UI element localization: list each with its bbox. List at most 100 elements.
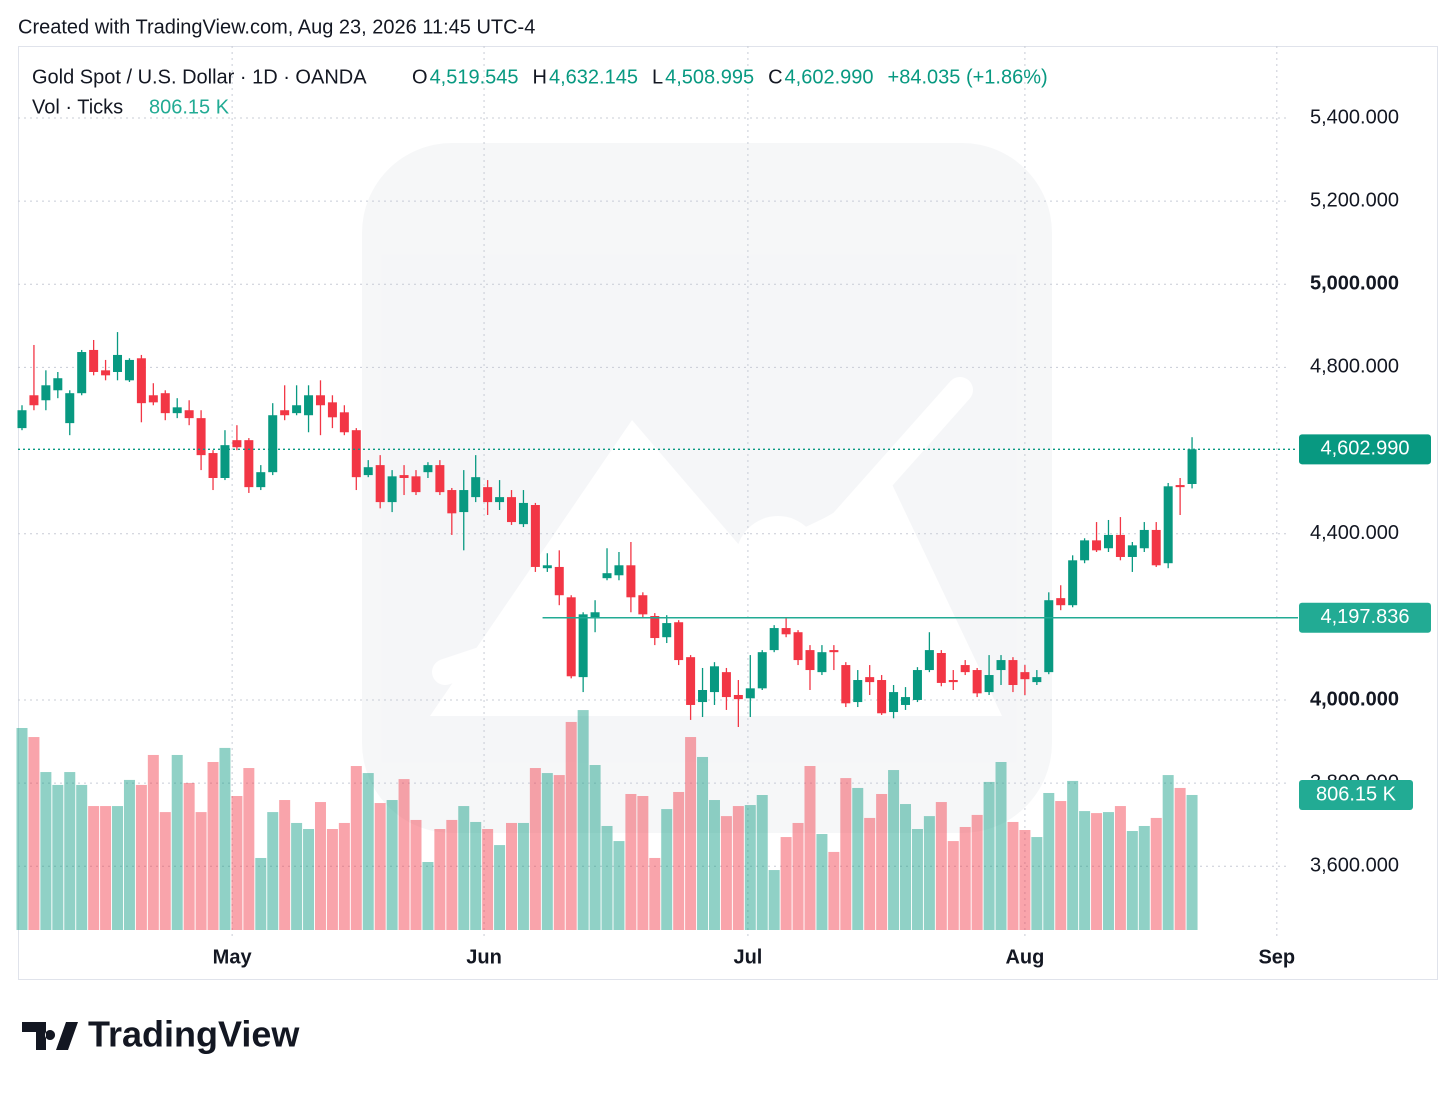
candle-body — [674, 622, 684, 661]
volume-bar — [1031, 837, 1043, 930]
volume-bar — [1079, 811, 1091, 930]
volume-bar — [840, 778, 852, 930]
volume-bar — [625, 793, 637, 930]
volume-bar — [374, 803, 386, 930]
volume-bar — [135, 784, 147, 930]
volume-bar — [494, 845, 506, 930]
x-tick-label: May — [213, 946, 253, 968]
candle-body — [805, 650, 815, 671]
volume-bar — [732, 806, 744, 930]
candle-body — [578, 614, 588, 678]
candle-body — [507, 497, 517, 523]
volume-bar — [1138, 825, 1150, 930]
legend-value: 4,508.995 — [665, 66, 754, 88]
candle-body — [196, 418, 206, 456]
volume-bar — [171, 754, 183, 930]
candle-body — [1163, 486, 1173, 564]
volume-bar — [446, 819, 458, 930]
volume-bar — [517, 822, 529, 930]
level-label: 4,197.836 — [1321, 606, 1410, 628]
volume-bar — [1019, 830, 1031, 930]
last-price-box — [1299, 434, 1431, 465]
logo-text: TradingView — [88, 1014, 300, 1055]
volume-bar — [1055, 801, 1067, 930]
y-tick-label: 5,200.000 — [1310, 189, 1399, 211]
legend-change: +84.035 (+1.86%) — [888, 66, 1048, 88]
volume-label: 806.15 K — [1316, 783, 1397, 805]
volume-bar — [553, 775, 565, 930]
volume-bar — [541, 773, 553, 930]
x-tick-label: Aug — [1005, 946, 1044, 968]
y-tick-label: 3,600.000 — [1310, 855, 1399, 877]
candle-body — [29, 395, 39, 406]
candle-body — [292, 405, 302, 414]
volume-name: Vol · Ticks — [32, 96, 123, 118]
volume-bar — [123, 779, 135, 930]
symbol: Gold Spot / U.S. Dollar · 1D · OANDA — [32, 66, 367, 88]
volume-bar — [947, 841, 959, 930]
candle-body — [614, 565, 624, 576]
volume-bar — [601, 825, 613, 930]
legend-key: H — [533, 66, 547, 88]
volume-bar — [888, 770, 900, 930]
candle-body — [268, 415, 278, 473]
volume-bar — [422, 861, 434, 930]
candle-body — [53, 378, 63, 391]
volume-bar — [816, 834, 828, 930]
volume-bar — [112, 806, 124, 930]
volume-bar — [147, 754, 159, 930]
candle-body — [459, 490, 469, 513]
volume-bar — [756, 794, 768, 930]
candle-body — [232, 440, 242, 448]
legend-value: 4,632.145 — [549, 66, 638, 88]
candle-body — [375, 465, 385, 503]
legend-key: O — [412, 66, 428, 88]
candle-body — [89, 349, 99, 372]
logo: TradingView — [22, 1014, 300, 1055]
y-tick-label: 5,000.000 — [1310, 273, 1399, 295]
volume-bar — [792, 822, 804, 930]
volume-bar — [16, 727, 28, 930]
candle-body — [1175, 485, 1185, 488]
candle-body — [948, 680, 958, 683]
candle-body — [698, 689, 708, 703]
x-tick-label: Jun — [466, 946, 502, 968]
legend-value: 4,602.990 — [785, 66, 874, 88]
candle-body — [662, 623, 672, 638]
candle-body — [256, 472, 266, 488]
candle-body — [602, 573, 612, 579]
candle-body — [912, 670, 922, 700]
candle-body — [650, 616, 660, 639]
legend-key: C — [768, 66, 782, 88]
candle-body — [1020, 672, 1030, 680]
candle-body — [638, 595, 648, 615]
volume-bar — [482, 828, 494, 930]
volume-bar — [780, 837, 792, 930]
candle-body — [996, 660, 1006, 671]
candle-body — [793, 632, 803, 661]
volume-label-box — [1299, 779, 1413, 810]
volume-bar — [1102, 812, 1114, 930]
candle-body — [542, 565, 552, 569]
volume-bar — [864, 817, 876, 930]
candle-body — [244, 440, 254, 488]
volume-bar — [410, 819, 422, 930]
volume-bar — [76, 784, 88, 930]
watermark — [362, 143, 1052, 833]
candle-body — [387, 476, 397, 503]
volume-bar — [40, 772, 52, 930]
candle-body — [17, 410, 27, 429]
volume-bar — [303, 828, 315, 930]
volume-bar — [661, 809, 673, 930]
volume-bar — [159, 812, 171, 930]
candle-body — [1092, 540, 1102, 551]
volume-bar — [577, 710, 589, 930]
volume-bar — [338, 822, 350, 930]
volume-bar — [613, 841, 625, 930]
volume-bar — [911, 828, 923, 930]
candle-body — [280, 410, 290, 416]
candle-body — [483, 487, 493, 503]
candle-body — [1008, 660, 1018, 686]
volume-bar — [1091, 813, 1103, 930]
